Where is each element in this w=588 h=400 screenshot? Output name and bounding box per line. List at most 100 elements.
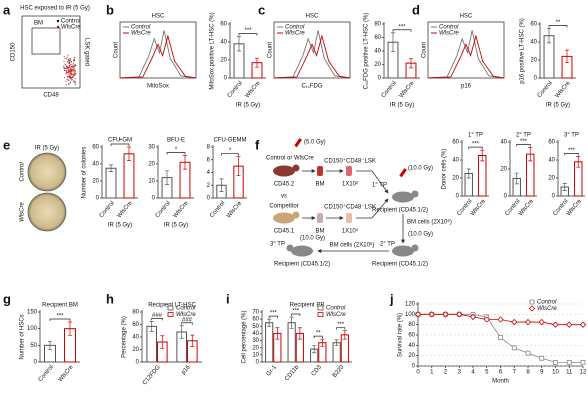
x-tick-label: Control <box>99 200 116 219</box>
y-tick-label: 20 <box>148 162 155 168</box>
y-axis-label: p16 positive LT-HSC (%) <box>520 18 526 84</box>
scatter-dot <box>73 74 75 77</box>
cells-label: CD150⁺CD48⁻LSK <box>324 158 376 165</box>
histogram-curve <box>119 34 197 79</box>
scatter-dot <box>69 70 72 72</box>
chart-title: 2° TP <box>516 133 531 139</box>
y-tick-label: 0 <box>207 196 211 202</box>
marker <box>538 318 545 326</box>
x-axis-label: IR (5 Gy) <box>108 223 132 229</box>
y-tick-label: 60 <box>530 22 537 28</box>
significance-bracket <box>181 322 193 325</box>
y-axis-label: Survival rate (%) <box>398 313 404 357</box>
x-tick-label: WlsCre <box>518 198 536 217</box>
chart-title: 3° TP <box>564 133 579 139</box>
y-tick-label: 0 <box>256 360 260 366</box>
y-tick-label: 0 <box>224 76 228 82</box>
x-tick-label: 11 <box>566 370 573 376</box>
scatter-dot <box>69 57 71 59</box>
error-bar <box>109 164 113 172</box>
histogram-frame <box>427 21 505 79</box>
y-tick-label: 40 <box>452 158 459 164</box>
y-tick-label: 20 <box>220 58 227 64</box>
scatter-dot <box>63 65 65 67</box>
scatter-dot <box>68 75 70 77</box>
x-tick-label: WlsCre <box>566 198 584 217</box>
error-bar <box>275 327 280 340</box>
scatter-dot <box>68 72 71 74</box>
bar <box>478 155 487 197</box>
error-bar <box>297 327 302 340</box>
x-tick-label: 0 <box>416 370 420 376</box>
marker <box>566 321 573 328</box>
row-label: Control <box>20 162 26 182</box>
transplant-label: 3° TP <box>270 242 285 248</box>
scatter-dot <box>67 66 69 69</box>
legend-swatch <box>317 305 324 311</box>
legend-swatch <box>167 312 174 317</box>
legend-dot <box>56 25 60 29</box>
error-bar <box>514 172 519 185</box>
significance-bracket <box>548 25 568 28</box>
dish <box>27 152 67 192</box>
y-tick-label: 40 <box>408 343 415 349</box>
x-tick-label: WlsCre <box>470 198 488 217</box>
significance-label: ** <box>316 331 321 337</box>
x-tick-label: Control <box>209 200 226 219</box>
scatter-dot <box>63 69 66 72</box>
scatter-dot <box>72 80 74 82</box>
significance-bracket <box>516 144 531 147</box>
y-tick-label: 40 <box>220 40 227 46</box>
panel-a: HSC exposed to IR (5 Gy) BM Control WlsC… <box>11 6 90 99</box>
marker <box>524 318 532 326</box>
y-tick-label: 20 <box>548 176 555 182</box>
legend-dot <box>56 19 60 23</box>
scatter-dot <box>70 77 72 79</box>
error-bar <box>320 338 325 347</box>
y-tick-label: 50 <box>252 324 259 330</box>
y-tick-label: 100 <box>27 326 38 332</box>
arrow <box>356 170 389 194</box>
x-axis-label: Month <box>492 379 509 385</box>
dose-label: (10.0 Gy) <box>300 236 325 242</box>
scatter-dot <box>65 69 67 72</box>
recipient-label: Recipient (CD45.1/2) <box>372 208 428 214</box>
scatter-dot <box>67 71 69 73</box>
y-tick-label: 100 <box>405 312 416 318</box>
marker <box>552 321 559 328</box>
x-tick-label: 8 <box>526 370 530 376</box>
significance-bracket <box>468 146 483 150</box>
x-tick-label: 2 <box>444 370 448 376</box>
y-tick-label: 20 <box>408 353 415 359</box>
bm-cells-label: BM cells (2X10⁶) <box>330 242 375 249</box>
scatter-dot <box>72 69 74 71</box>
scatter-dot <box>74 78 76 80</box>
significance-bracket <box>238 33 258 36</box>
x-axis-label: p16 <box>461 84 472 90</box>
chart-title: Recipient BM <box>42 303 78 309</box>
scatter-dot <box>69 59 71 61</box>
panel-letter: c <box>258 2 265 17</box>
y-axis-label: MitoSox positive LT-HSC (%) <box>210 12 216 89</box>
x-tick-label: Control <box>155 200 172 219</box>
scatter-dot <box>72 64 74 67</box>
y-tick-label: 0 <box>412 364 416 370</box>
y-tick-label: 0 <box>456 194 460 200</box>
significance-bracket <box>110 143 130 146</box>
scatter-dot <box>73 81 75 84</box>
mouse-head <box>292 164 300 172</box>
scatter-dot <box>67 83 70 85</box>
scatter-dot <box>74 64 76 66</box>
arrow <box>356 198 389 219</box>
y-tick-label: 8 <box>207 145 211 151</box>
histogram-title: HSC <box>306 14 319 20</box>
significance-label: *** <box>270 311 278 317</box>
mouse <box>392 191 414 203</box>
error-bar <box>160 335 165 349</box>
histogram-title: HSC <box>460 14 473 20</box>
y-tick-label: 80 <box>374 22 381 28</box>
error-bar <box>565 49 569 64</box>
histogram-frame <box>273 21 351 79</box>
y-tick-label: 0 <box>504 194 508 200</box>
